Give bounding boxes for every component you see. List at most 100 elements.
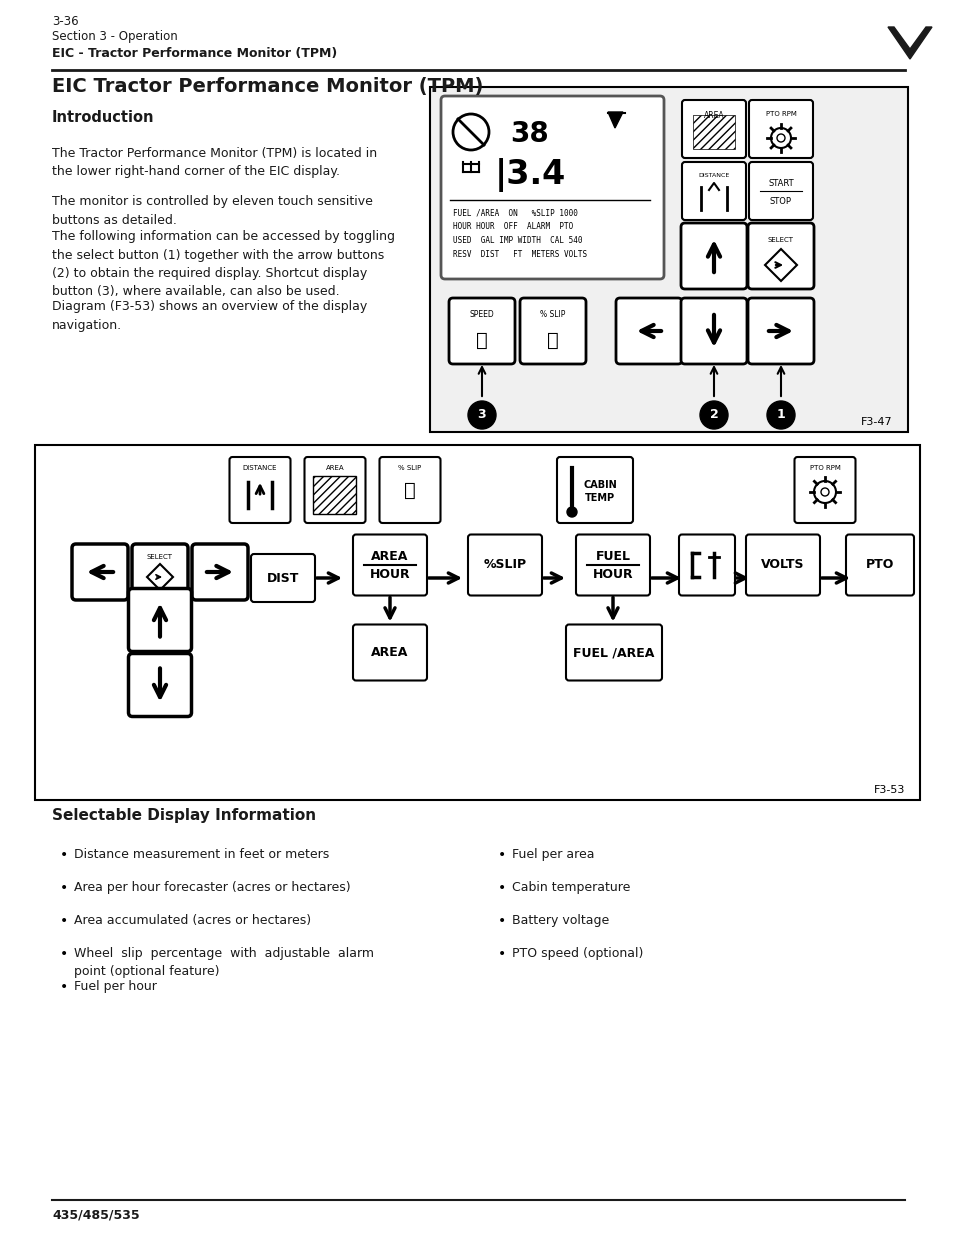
Text: •: • [60,947,69,961]
FancyBboxPatch shape [748,162,812,220]
Text: •: • [60,981,69,994]
Text: PTO RPM: PTO RPM [809,466,840,471]
Text: PTO RPM: PTO RPM [764,111,796,117]
Text: 435/485/535: 435/485/535 [52,1208,139,1221]
FancyBboxPatch shape [440,96,663,279]
Text: AREA: AREA [703,111,723,120]
FancyBboxPatch shape [304,457,365,522]
Text: HOUR: HOUR [370,568,410,582]
FancyBboxPatch shape [680,298,746,364]
FancyBboxPatch shape [616,298,681,364]
FancyBboxPatch shape [845,535,913,595]
FancyBboxPatch shape [748,100,812,158]
Text: HOUR HOUR  OFF  ALARM  PTO: HOUR HOUR OFF ALARM PTO [453,222,573,231]
Text: Fuel per area: Fuel per area [512,848,594,861]
Bar [35,445,919,800]
Text: START: START [767,179,793,188]
Text: CABIN: CABIN [582,480,617,490]
Text: PTO: PTO [865,558,893,572]
FancyBboxPatch shape [557,457,633,522]
FancyBboxPatch shape [353,625,427,680]
FancyBboxPatch shape [353,535,427,595]
Text: FUEL: FUEL [595,551,630,563]
Text: Distance measurement in feet or meters: Distance measurement in feet or meters [74,848,329,861]
Text: 38: 38 [510,120,548,148]
Text: Wheel  slip  percentage  with  adjustable  alarm
point (optional feature): Wheel slip percentage with adjustable al… [74,947,374,978]
Circle shape [566,508,577,517]
Text: HOUR: HOUR [592,568,633,582]
Polygon shape [897,28,921,43]
Text: Area accumulated (acres or hectares): Area accumulated (acres or hectares) [74,914,311,927]
Text: •: • [60,881,69,895]
FancyBboxPatch shape [129,589,192,652]
Circle shape [700,401,727,429]
Text: •: • [497,947,506,961]
Text: RESV  DIST   FT  METERS VOLTS: RESV DIST FT METERS VOLTS [453,249,586,259]
Text: STOP: STOP [769,196,791,205]
Text: Cabin temperature: Cabin temperature [512,881,630,894]
Text: AREA: AREA [325,466,344,471]
Text: •: • [497,881,506,895]
Polygon shape [764,249,796,282]
Text: Diagram (F3-53) shows an overview of the display
navigation.: Diagram (F3-53) shows an overview of the… [52,300,367,331]
Text: % SLIP: % SLIP [398,466,421,471]
Bar [314,475,356,514]
FancyBboxPatch shape [71,543,128,600]
Text: The monitor is controlled by eleven touch sensitive
buttons as detailed.: The monitor is controlled by eleven touc… [52,195,373,226]
Polygon shape [607,112,622,128]
Text: USED  GAL IMP WIDTH  CAL 540: USED GAL IMP WIDTH CAL 540 [453,236,582,245]
FancyBboxPatch shape [129,653,192,716]
Text: Introduction: Introduction [52,110,154,125]
FancyBboxPatch shape [681,162,745,220]
FancyBboxPatch shape [747,298,813,364]
Text: FUEL /AREA  ON   %SLIP 1000: FUEL /AREA ON %SLIP 1000 [453,207,578,217]
Text: DISTANCE: DISTANCE [242,466,277,471]
FancyBboxPatch shape [680,224,746,289]
FancyBboxPatch shape [519,298,585,364]
Text: SELECT: SELECT [767,237,793,243]
Text: AREA: AREA [371,551,408,563]
FancyBboxPatch shape [576,535,649,595]
Text: |3.4: |3.4 [495,158,566,191]
Text: •: • [497,914,506,927]
Text: DISTANCE: DISTANCE [698,173,729,178]
Text: 🚜: 🚜 [547,331,558,350]
Text: EIC - Tractor Performance Monitor (TPM): EIC - Tractor Performance Monitor (TPM) [52,47,337,61]
Text: F3-47: F3-47 [861,417,892,427]
Text: DIST: DIST [267,572,299,584]
Text: Fuel per hour: Fuel per hour [74,981,156,993]
Text: Section 3 - Operation: Section 3 - Operation [52,30,177,43]
Text: 2: 2 [709,409,718,421]
Text: 1: 1 [776,409,784,421]
FancyBboxPatch shape [230,457,291,522]
Text: VOLTS: VOLTS [760,558,804,572]
Text: PTO speed (optional): PTO speed (optional) [512,947,642,960]
FancyBboxPatch shape [449,298,515,364]
Text: TEMP: TEMP [584,493,615,503]
Text: EIC Tractor Performance Monitor (TPM): EIC Tractor Performance Monitor (TPM) [52,77,483,96]
Text: FUEL /AREA: FUEL /AREA [573,646,654,659]
FancyBboxPatch shape [681,100,745,158]
Text: 🚜: 🚜 [476,331,487,350]
Polygon shape [887,27,931,59]
Text: %SLIP: %SLIP [483,558,526,572]
FancyBboxPatch shape [794,457,855,522]
Polygon shape [147,564,172,590]
FancyBboxPatch shape [679,535,734,595]
FancyBboxPatch shape [192,543,248,600]
Text: •: • [60,914,69,927]
FancyBboxPatch shape [745,535,820,595]
Text: 3-36: 3-36 [52,15,78,28]
FancyBboxPatch shape [379,457,440,522]
Text: 🚜: 🚜 [404,480,416,499]
Text: •: • [497,848,506,862]
Text: % SLIP: % SLIP [539,310,565,319]
Circle shape [766,401,794,429]
Text: F3-53: F3-53 [873,785,904,795]
FancyBboxPatch shape [747,224,813,289]
Text: Battery voltage: Battery voltage [512,914,609,927]
FancyBboxPatch shape [132,543,188,600]
Circle shape [468,401,496,429]
Bar [430,86,907,432]
Text: 3: 3 [477,409,486,421]
